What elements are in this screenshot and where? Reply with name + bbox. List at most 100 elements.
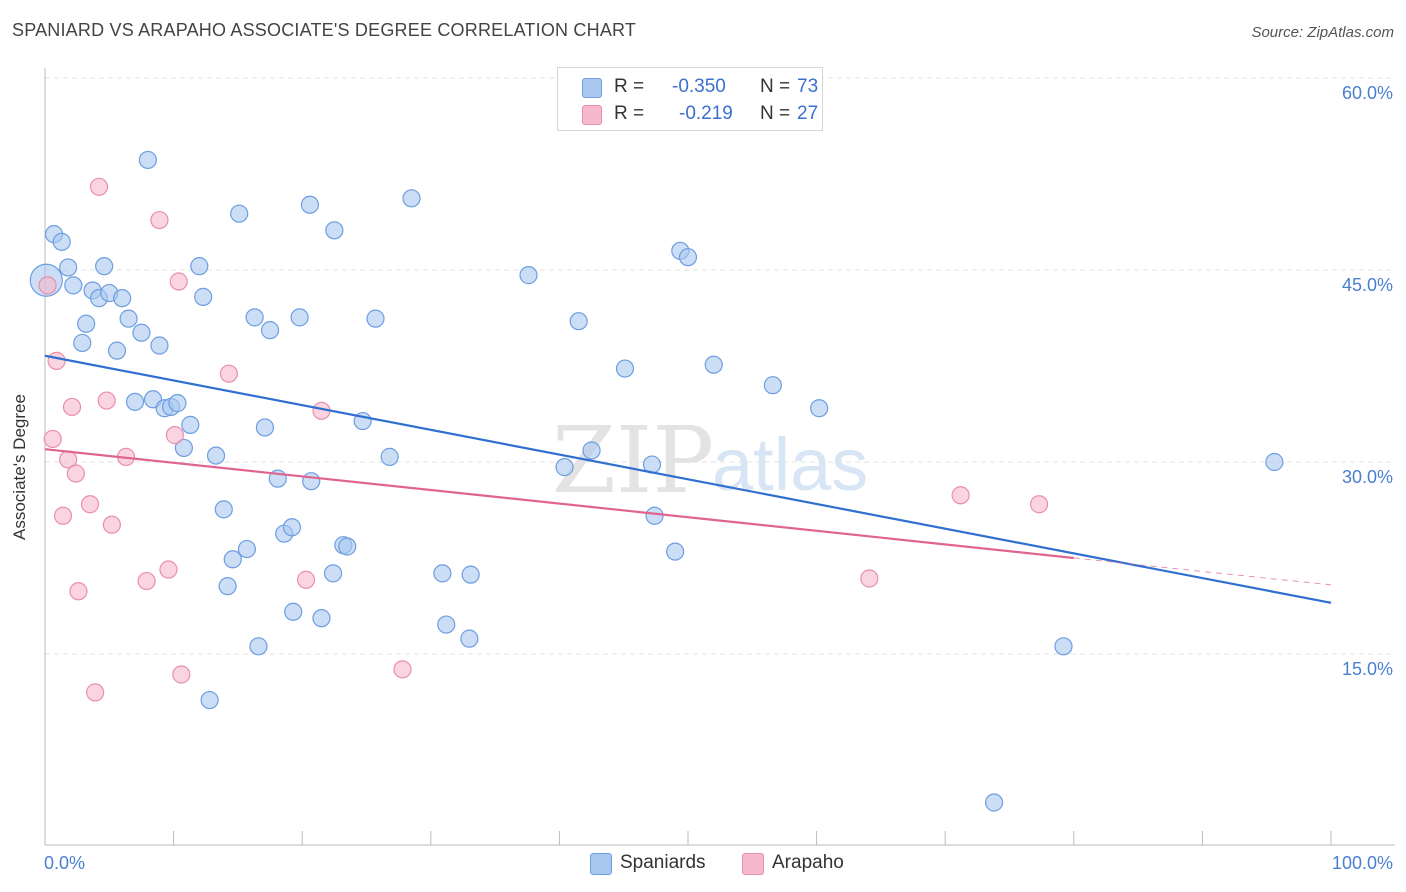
trend-lines bbox=[44, 354, 1332, 604]
point-spaniards bbox=[73, 333, 92, 353]
watermark: ZIP atlas bbox=[552, 407, 868, 514]
point-arapaho bbox=[165, 426, 184, 445]
point-spaniards bbox=[245, 308, 264, 327]
point-arapaho bbox=[169, 272, 188, 291]
point-spaniards bbox=[125, 392, 145, 411]
watermark-atlas: atlas bbox=[712, 423, 868, 506]
point-arapaho bbox=[86, 683, 105, 702]
point-spaniards bbox=[300, 195, 320, 214]
point-spaniards bbox=[194, 287, 213, 306]
point-spaniards bbox=[437, 615, 456, 634]
point-arapaho bbox=[38, 276, 57, 295]
point-arapaho bbox=[296, 570, 316, 589]
point-spaniards bbox=[323, 564, 343, 583]
point-spaniards bbox=[260, 321, 280, 340]
point-spaniards bbox=[810, 399, 829, 418]
point-spaniards bbox=[107, 341, 127, 360]
legend-n-value: 73 bbox=[797, 76, 819, 97]
y-tick-label: 15.0% bbox=[1342, 659, 1393, 679]
point-spaniards bbox=[230, 204, 249, 223]
bottom-legend-swatch-spaniards bbox=[590, 853, 612, 875]
point-spaniards bbox=[615, 359, 635, 378]
point-spaniards bbox=[77, 314, 96, 333]
point-spaniards bbox=[132, 323, 151, 342]
legend-r-label: R = bbox=[614, 103, 645, 124]
point-spaniards bbox=[984, 793, 1004, 812]
chart-title: SPANIARD VS ARAPAHO ASSOCIATE'S DEGREE C… bbox=[12, 20, 637, 40]
bottom-legend-swatch-arapaho bbox=[742, 853, 764, 875]
point-spaniards bbox=[366, 309, 385, 328]
point-spaniards bbox=[282, 518, 302, 537]
point-arapaho bbox=[172, 665, 191, 684]
point-spaniards bbox=[582, 441, 601, 460]
point-spaniards bbox=[218, 577, 237, 596]
point-spaniards bbox=[249, 637, 268, 656]
point-spaniards bbox=[200, 690, 219, 710]
axes bbox=[44, 68, 1395, 846]
point-arapaho bbox=[219, 364, 238, 383]
point-spaniards bbox=[64, 276, 83, 295]
point-spaniards bbox=[402, 189, 421, 208]
point-arapaho bbox=[137, 571, 156, 591]
point-arapaho bbox=[97, 391, 116, 410]
point-spaniards bbox=[763, 376, 782, 395]
point-spaniards bbox=[150, 336, 169, 355]
y-tick-label: 45.0% bbox=[1342, 275, 1393, 295]
point-spaniards bbox=[1054, 637, 1073, 656]
point-arapaho bbox=[159, 560, 178, 579]
y-tick-label: 60.0% bbox=[1342, 83, 1393, 103]
point-spaniards bbox=[380, 447, 399, 466]
bottom-legend-label-arapaho: Arapaho bbox=[772, 852, 844, 873]
point-arapaho bbox=[66, 464, 85, 483]
point-arapaho bbox=[89, 177, 109, 196]
legend-r-label: R = bbox=[614, 76, 645, 97]
trend-line-spaniards bbox=[44, 354, 1332, 604]
point-arapaho bbox=[62, 397, 82, 417]
point-spaniards bbox=[237, 539, 257, 559]
x-tick-label: 0.0% bbox=[44, 853, 85, 873]
correlation-legend: R = -0.350 N = 73 R = -0.219 N = 27 bbox=[557, 67, 823, 131]
point-arapaho bbox=[47, 351, 66, 370]
x-tick-label: 100.0% bbox=[1332, 853, 1393, 873]
point-spaniards bbox=[338, 537, 357, 556]
point-spaniards bbox=[290, 308, 309, 327]
grid-lines bbox=[45, 77, 1395, 655]
point-spaniards bbox=[678, 248, 698, 267]
point-spaniards bbox=[284, 602, 303, 621]
legend-n-label: N = bbox=[760, 103, 791, 124]
point-spaniards bbox=[569, 312, 588, 331]
bottom-legend-label-spaniards: Spaniards bbox=[620, 852, 706, 873]
data-points bbox=[29, 150, 1284, 812]
y-tick-label: 30.0% bbox=[1342, 467, 1393, 487]
point-arapaho bbox=[393, 660, 412, 679]
point-spaniards bbox=[190, 257, 209, 276]
point-arapaho bbox=[102, 515, 121, 534]
trend-line-arapaho bbox=[44, 448, 1074, 560]
point-spaniards bbox=[138, 150, 157, 170]
point-spaniards bbox=[325, 221, 344, 240]
point-arapaho bbox=[1029, 495, 1049, 514]
point-spaniards bbox=[206, 446, 226, 465]
point-spaniards bbox=[168, 394, 187, 413]
point-spaniards bbox=[704, 355, 723, 374]
point-spaniards bbox=[1265, 452, 1284, 472]
point-arapaho bbox=[80, 495, 100, 514]
point-spaniards bbox=[95, 257, 114, 276]
point-spaniards bbox=[59, 258, 78, 277]
point-spaniards bbox=[666, 542, 685, 561]
legend-swatch-spaniards bbox=[582, 78, 602, 98]
point-arapaho bbox=[860, 569, 879, 588]
point-arapaho bbox=[951, 486, 970, 505]
point-spaniards bbox=[214, 500, 233, 519]
point-spaniards bbox=[519, 266, 538, 285]
point-spaniards bbox=[302, 472, 321, 491]
point-spaniards bbox=[555, 458, 574, 477]
point-arapaho bbox=[53, 506, 73, 525]
point-spaniards bbox=[645, 506, 664, 525]
trend-line-arapaho-extension bbox=[1073, 557, 1332, 586]
watermark-zip: ZIP bbox=[552, 407, 714, 514]
source-label: Source: ZipAtlas.com bbox=[1251, 24, 1394, 41]
legend-n-value: 27 bbox=[797, 103, 819, 124]
legend-r-value: -0.350 bbox=[672, 76, 726, 97]
